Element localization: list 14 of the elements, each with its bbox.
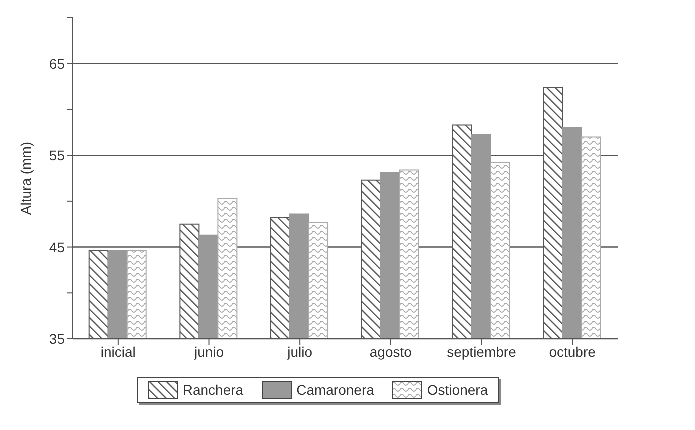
x-tick-label: inicial — [100, 344, 136, 360]
y-tick-label: 45 — [49, 239, 66, 256]
y-tick-label: 55 — [49, 148, 66, 164]
legend-label: Ostionera — [427, 382, 488, 398]
x-tick-label: junio — [193, 344, 224, 360]
x-tick-label: julio — [286, 344, 313, 360]
y-tick-label: 35 — [49, 330, 66, 347]
x-tick-label: septiembre — [447, 344, 517, 360]
y-axis-title: Altura (mm) — [18, 142, 34, 216]
x-tick-label: agosto — [370, 344, 412, 360]
x-tick-label: octubre — [549, 344, 596, 360]
y-tick-label: 65 — [49, 56, 66, 72]
legend-label: Ranchera — [182, 382, 244, 398]
legend-label: Camaronera — [296, 382, 374, 398]
